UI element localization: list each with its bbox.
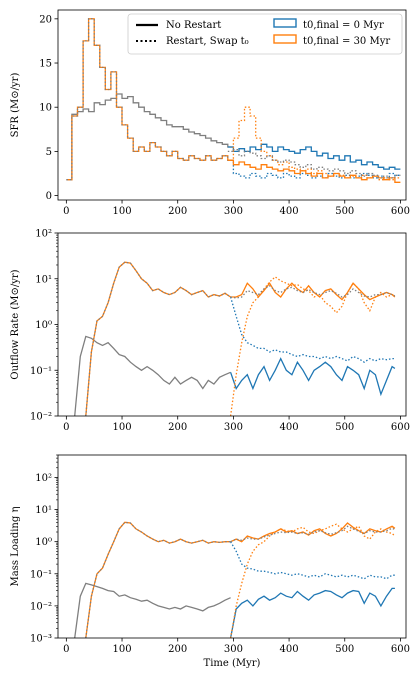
panel-2-frame xyxy=(57,454,407,639)
panel-0-xtick-label-6: 600 xyxy=(391,206,410,217)
panel-0-xtick-label-4: 400 xyxy=(280,206,299,217)
legend-linestyle-label-1: Restart, Swap t₀ xyxy=(166,36,249,47)
panel-1-xtick-label-3: 300 xyxy=(224,422,243,433)
panel-2-ytick-label-5: 10² xyxy=(35,473,52,484)
panel-1-series-0 xyxy=(74,335,231,416)
panel-0-xtick-label-3: 300 xyxy=(224,206,243,217)
panel-2-series-2 xyxy=(85,521,231,638)
panel-2-xtick-label-4: 400 xyxy=(280,644,299,655)
panel-2-xtick-label-0: 0 xyxy=(63,644,69,655)
panel-0-series-6 xyxy=(227,106,401,181)
panel-1-xtick-label-5: 500 xyxy=(335,422,354,433)
panel-1-series-4 xyxy=(229,296,395,363)
panel-1-series-6 xyxy=(229,276,395,416)
legend-patch-label-0: t0,final = 0 Myr xyxy=(303,20,384,31)
panel-2-ytick-label-4: 10¹ xyxy=(35,505,52,516)
panel-0-series-4 xyxy=(227,159,401,179)
panel-0-series-0 xyxy=(66,93,234,181)
panel-0-ylabel: SFR (M⊙/yr) xyxy=(10,73,21,138)
panel-1-frame xyxy=(57,232,407,417)
panel-0-ytick-label-0: 0 xyxy=(46,191,52,202)
panel-1-series-3 xyxy=(229,357,396,397)
legend-patch-label-1: t0,final = 30 Myr xyxy=(303,36,390,47)
panel-0-series-7 xyxy=(227,148,401,179)
panel-1-series-2 xyxy=(85,261,231,416)
panel-1-series-1 xyxy=(85,261,231,416)
panel-1-xtick-label-2: 200 xyxy=(168,422,187,433)
panel-1-ylabel: Outflow Rate (M⊙/yr) xyxy=(10,269,21,379)
panel-1-xtick-label-0: 0 xyxy=(63,422,69,433)
panel-2-series-4 xyxy=(230,541,395,580)
panel-1-xtick-label-1: 100 xyxy=(112,422,131,433)
panel-2-series-1 xyxy=(85,521,231,638)
panel-0-xtick-label-2: 200 xyxy=(168,206,187,217)
panel-1-xtick-label-4: 400 xyxy=(280,422,299,433)
panel-1-xtick-label-6: 600 xyxy=(391,422,410,433)
panel-0-xtick-label-5: 500 xyxy=(335,206,354,217)
panel-2-series-7 xyxy=(230,525,396,543)
panel-1-series-7 xyxy=(230,285,396,299)
panel-0-series-5 xyxy=(227,159,401,183)
panel-2-xtick-label-1: 100 xyxy=(112,644,131,655)
panel-1-ytick-label-3: 10¹ xyxy=(35,274,52,285)
panel-2-xlabel: Time (Myr) xyxy=(204,658,261,669)
panel-0-ytick-label-2: 10 xyxy=(39,103,52,114)
legend-linestyle-label-0: No Restart xyxy=(166,20,221,31)
panel-2-xtick-label-2: 200 xyxy=(168,644,187,655)
panel-1-ytick-label-4: 10² xyxy=(35,229,52,240)
panel-0-xtick-label-1: 100 xyxy=(112,206,131,217)
panel-2-series-3 xyxy=(229,587,395,638)
panel-0-frame xyxy=(57,9,407,201)
legend-box xyxy=(127,13,403,55)
panel-1-ytick-label-2: 10⁰ xyxy=(35,320,52,331)
panel-2-xtick-label-5: 500 xyxy=(335,644,354,655)
panel-1-ytick-label-0: 10⁻² xyxy=(30,412,52,423)
panel-0-xtick-label-0: 0 xyxy=(63,206,69,217)
panel-2-series-6 xyxy=(229,523,396,638)
panel-2-ytick-label-1: 10⁻² xyxy=(30,601,52,612)
panel-2-ylabel: Mass Loading η xyxy=(10,507,21,587)
panel-2-xtick-label-6: 600 xyxy=(391,644,410,655)
panel-2-ytick-label-2: 10⁻¹ xyxy=(30,569,52,580)
panel-2-series-0 xyxy=(74,582,231,638)
panel-0-ytick-label-4: 20 xyxy=(39,14,52,25)
panel-2-ytick-label-0: 10⁻³ xyxy=(30,634,52,645)
panel-0-ytick-label-1: 5 xyxy=(46,147,52,158)
legend-patch-0 xyxy=(273,18,297,28)
panel-0-series-3 xyxy=(227,143,401,170)
panel-2-ytick-label-3: 10⁰ xyxy=(35,537,52,548)
legend-patch-1 xyxy=(273,34,297,44)
panel-2-xtick-label-3: 300 xyxy=(224,644,243,655)
panel-0-series-2 xyxy=(66,18,234,181)
panel-0-ytick-label-3: 15 xyxy=(39,59,52,70)
panel-1-ytick-label-1: 10⁻¹ xyxy=(30,366,52,377)
